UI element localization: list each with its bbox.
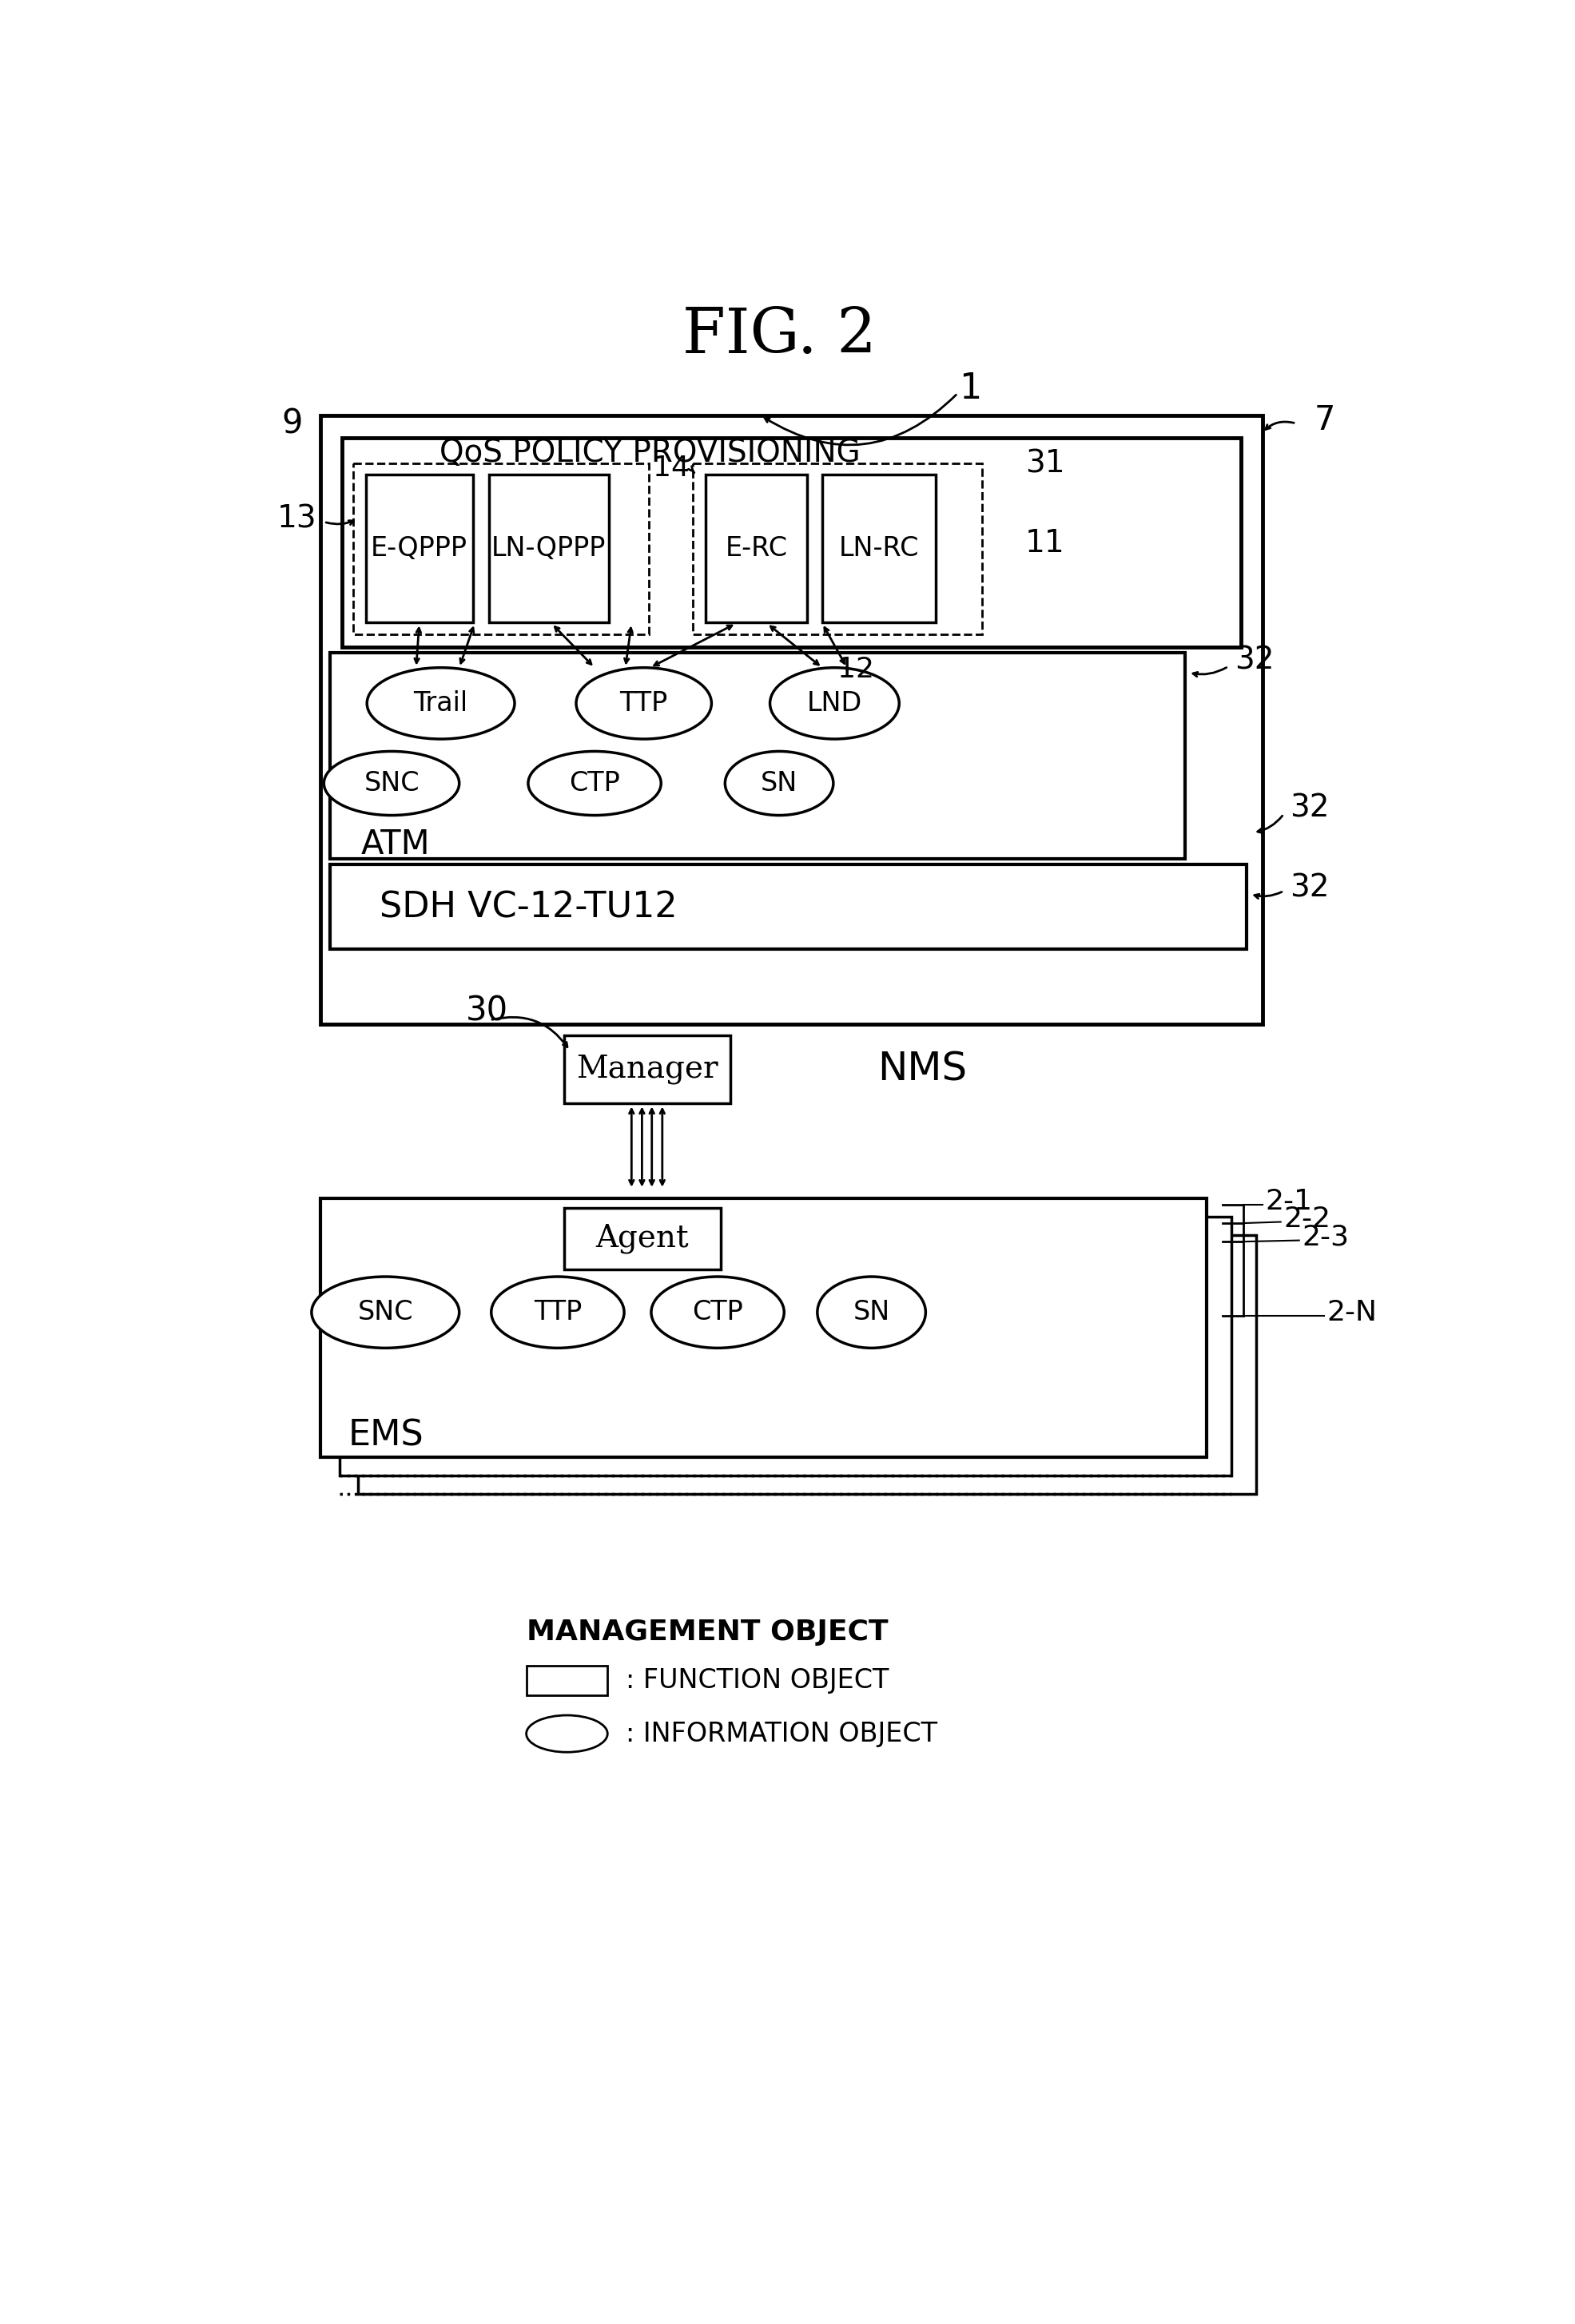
Ellipse shape <box>491 1276 624 1348</box>
Text: MANAGEMENT OBJECT: MANAGEMENT OBJECT <box>528 1618 888 1645</box>
Ellipse shape <box>528 751 662 816</box>
Bar <box>365 474 474 623</box>
Bar <box>693 462 983 634</box>
Ellipse shape <box>367 667 515 739</box>
Bar <box>564 1037 729 1104</box>
Bar <box>706 474 806 623</box>
Text: E-RC: E-RC <box>725 535 788 562</box>
Text: 13: 13 <box>277 504 317 535</box>
Text: Manager: Manager <box>576 1055 718 1085</box>
Text: 9: 9 <box>282 407 302 439</box>
Bar <box>339 1218 1232 1476</box>
Text: E-QPPP: E-QPPP <box>370 535 468 562</box>
Ellipse shape <box>817 1276 926 1348</box>
Text: CTP: CTP <box>569 769 621 797</box>
Bar <box>321 416 1262 1025</box>
Text: CTP: CTP <box>691 1299 743 1325</box>
Text: SN: SN <box>761 769 797 797</box>
Ellipse shape <box>526 1715 608 1752</box>
Text: SDH VC-12-TU12: SDH VC-12-TU12 <box>380 890 677 925</box>
Text: 2-3: 2-3 <box>1303 1225 1350 1250</box>
Text: SNC: SNC <box>364 769 419 797</box>
Text: QoS POLICY PROVISIONING: QoS POLICY PROVISIONING <box>439 437 860 467</box>
Text: 31: 31 <box>1025 449 1065 479</box>
Text: 2-2: 2-2 <box>1284 1206 1331 1232</box>
Text: 14: 14 <box>654 456 690 481</box>
Text: LN-QPPP: LN-QPPP <box>491 535 606 562</box>
Bar <box>353 462 649 634</box>
Bar <box>358 1236 1255 1494</box>
Bar <box>822 474 936 623</box>
Text: 32: 32 <box>1235 646 1274 676</box>
Text: 1: 1 <box>959 372 981 407</box>
Text: 2-N: 2-N <box>1326 1299 1377 1327</box>
Text: TTP: TTP <box>619 690 668 716</box>
Text: EMS: EMS <box>348 1418 424 1452</box>
Bar <box>331 653 1186 860</box>
Text: 11: 11 <box>1025 528 1065 558</box>
Text: 7: 7 <box>1315 404 1336 437</box>
Bar <box>528 1666 606 1697</box>
Text: FIG. 2: FIG. 2 <box>682 304 876 365</box>
Bar <box>488 474 610 623</box>
Ellipse shape <box>725 751 833 816</box>
Text: : FUNCTION OBJECT: : FUNCTION OBJECT <box>625 1669 888 1694</box>
Bar <box>564 1208 721 1269</box>
Text: SNC: SNC <box>358 1299 413 1325</box>
Text: : INFORMATION OBJECT: : INFORMATION OBJECT <box>625 1720 937 1748</box>
Text: 12: 12 <box>838 655 874 683</box>
Ellipse shape <box>324 751 460 816</box>
Text: 30: 30 <box>465 995 507 1027</box>
Text: Agent: Agent <box>595 1222 688 1253</box>
Text: LND: LND <box>806 690 862 716</box>
Text: 2-1: 2-1 <box>1265 1188 1312 1215</box>
Text: 32: 32 <box>1290 874 1329 904</box>
Ellipse shape <box>770 667 899 739</box>
Ellipse shape <box>576 667 712 739</box>
Text: 32: 32 <box>1290 792 1329 823</box>
Text: ATM: ATM <box>361 827 430 862</box>
Ellipse shape <box>312 1276 460 1348</box>
Text: SN: SN <box>854 1299 890 1325</box>
Text: Trail: Trail <box>414 690 468 716</box>
Ellipse shape <box>650 1276 784 1348</box>
Bar <box>331 865 1247 951</box>
Bar <box>321 1199 1206 1457</box>
Text: LN-RC: LN-RC <box>839 535 918 562</box>
Text: NMS: NMS <box>877 1050 967 1088</box>
Bar <box>342 437 1241 646</box>
Text: TTP: TTP <box>534 1299 581 1325</box>
